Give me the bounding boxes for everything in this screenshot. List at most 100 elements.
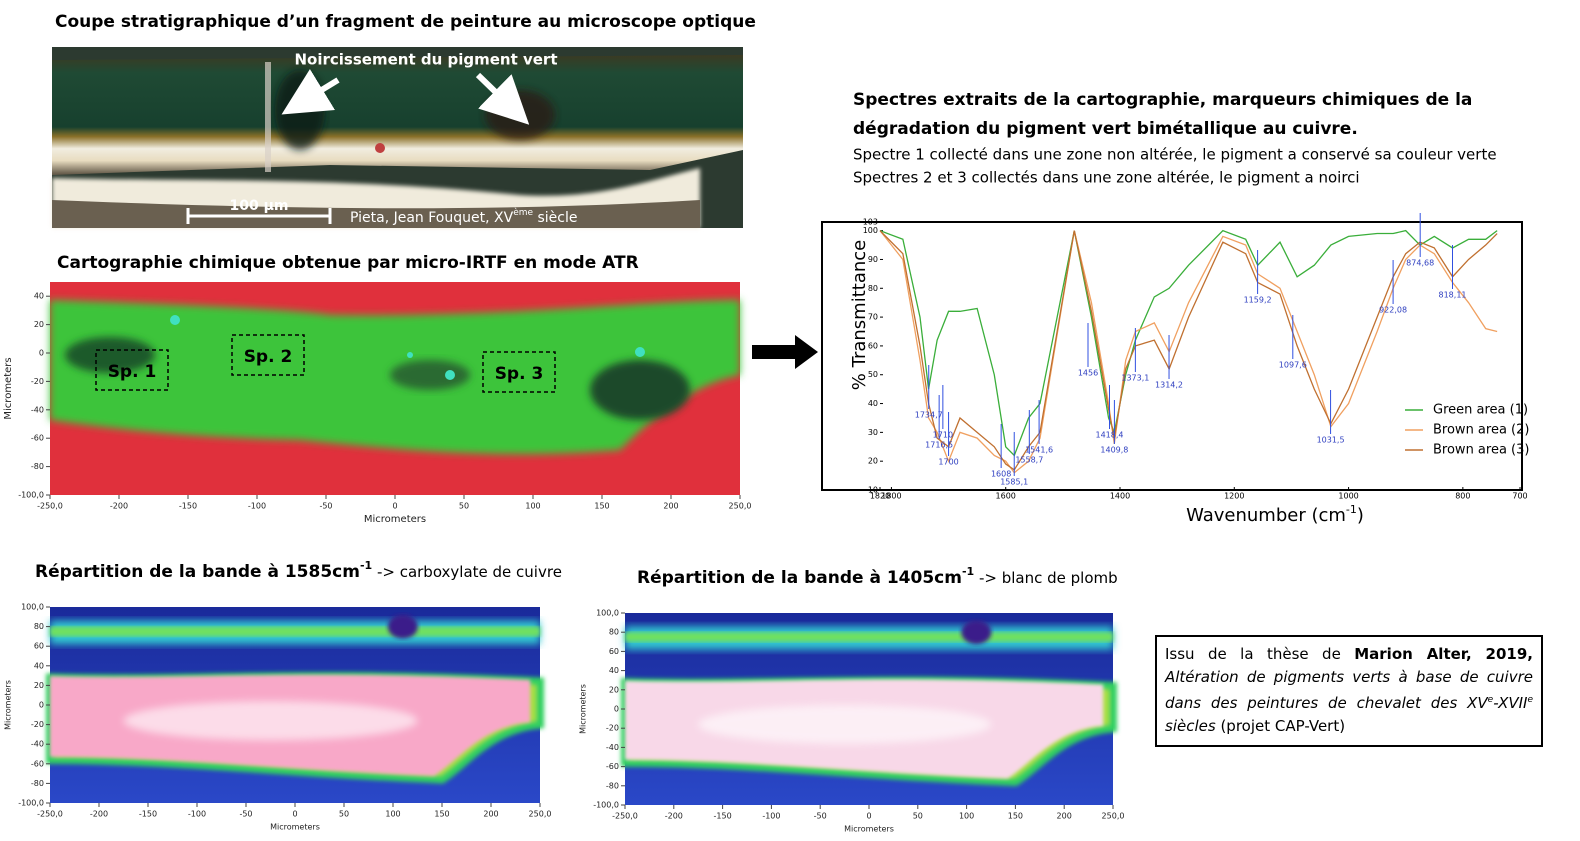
x-label-sup: -1	[1346, 503, 1357, 516]
peak-label: 1585,1	[1000, 478, 1028, 487]
y-axis-label: Micrometers	[579, 684, 588, 734]
peak-label: 1700	[938, 458, 958, 467]
caption-sup: ème	[513, 207, 533, 218]
y-tick-label: 40	[868, 399, 878, 408]
x-tick-label: 100	[525, 502, 540, 511]
x-tick-label: 250,0	[1102, 812, 1125, 821]
x-tick-label: -150	[179, 502, 197, 511]
intro: Issu de la thèse de	[1165, 645, 1355, 663]
peak-label: 1159,2	[1244, 296, 1272, 305]
x-tick-label: 100	[959, 812, 974, 821]
x-tick-label: -100	[188, 810, 206, 819]
title-sup: -1	[360, 559, 372, 572]
zone-label: Sp. 3	[495, 364, 544, 384]
peak-label: 1097,6	[1279, 361, 1307, 370]
x-tick-label: 1820	[870, 492, 890, 501]
y-tick-label: -80	[606, 781, 619, 790]
x-axis-label: Wavenumber (cm-1)	[1186, 503, 1364, 526]
y-tick-label: -60	[606, 762, 619, 771]
y-tick-label: -40	[31, 405, 44, 414]
arrow	[752, 335, 818, 369]
x-tick-label: 50	[913, 812, 923, 821]
y-tick-label: -20	[31, 377, 44, 386]
x-tick-label: -50	[239, 810, 252, 819]
x-tick-label: 200	[663, 502, 678, 511]
caption-end: siècle	[533, 210, 577, 226]
legend-label: Brown area (3)	[1433, 443, 1529, 458]
x-tick-label: -50	[814, 812, 827, 821]
note: Spectres 2 et 3 collectés dans une zone …	[853, 169, 1360, 187]
zone-box	[231, 334, 305, 376]
peak-label: 1541,6	[1025, 446, 1053, 455]
x-tick-label: 50	[459, 502, 469, 511]
citation: Issu de la thèse de Marion Alter, 2019, …	[1155, 635, 1543, 747]
y-tick-label: 20	[609, 685, 619, 694]
chart-frame	[821, 221, 1523, 491]
peak-label: 1710	[933, 431, 953, 440]
y-tick-label: 0	[39, 701, 44, 710]
peak-label: 922,08	[1379, 306, 1407, 315]
peak-label: 1558,7	[1015, 456, 1043, 465]
y-tick-label: 70	[868, 313, 878, 322]
zone-box	[95, 349, 169, 391]
y-axis-label: Micrometers	[4, 680, 13, 730]
y-tick-label: 40	[34, 292, 44, 301]
y-tick-label: 60	[609, 647, 619, 656]
x-tick-label: -100	[762, 812, 780, 821]
y-tick-label: 100	[863, 226, 878, 235]
y-tick-label: 0	[614, 705, 619, 714]
y-tick-label: 20	[868, 457, 878, 466]
x-tick-label: 1200	[1224, 492, 1244, 501]
x-tick-label: 800	[1455, 492, 1470, 501]
map-core-light	[123, 701, 418, 741]
work: -XVII	[1493, 694, 1528, 712]
y-tick-label: 10	[868, 486, 878, 495]
y-tick-label: 20	[34, 681, 44, 690]
peak-label: 1716,5	[925, 441, 953, 450]
x-tick-label: -200	[90, 810, 108, 819]
map-spot	[387, 614, 418, 639]
x-tick-label: 150	[594, 502, 609, 511]
x-tick-label: 200	[1057, 812, 1072, 821]
x-tick-label: 250,0	[529, 810, 552, 819]
spectrum-line	[879, 230, 1498, 474]
title-end: -> carboxylate de cuivre	[372, 563, 562, 581]
x-tick-label: 200	[483, 810, 498, 819]
title: Répartition de la bande à 1585cm	[35, 562, 360, 582]
work: Altération de pigments verts à base de c…	[1165, 668, 1533, 712]
y-tick-label: -60	[31, 759, 44, 768]
y-tick-label: 50	[868, 370, 878, 379]
y-tick-label: 100,0	[596, 609, 619, 618]
y-tick-label: 40	[34, 661, 44, 670]
x-tick-label: -250,0	[612, 812, 638, 821]
map-top-band	[50, 626, 540, 637]
title-sup: -1	[962, 565, 974, 578]
peak-label: 1608	[991, 470, 1011, 479]
y-tick-label: 30	[868, 428, 878, 437]
section-title: Coupe stratigraphique d’un fragment de p…	[55, 12, 756, 32]
y-tick-label: -100,0	[593, 801, 619, 810]
y-tick-label: -20	[31, 720, 44, 729]
y-tick-label: -80	[31, 462, 44, 471]
x-tick-label: -150	[714, 812, 732, 821]
work: siècles	[1165, 717, 1216, 735]
end: (projet CAP-Vert)	[1215, 717, 1346, 735]
x-tick-label: 150	[1008, 812, 1023, 821]
zone-label: Sp. 1	[108, 362, 157, 382]
peak-label: 818,11	[1439, 291, 1467, 300]
caption-text: Pieta, Jean Fouquet, XV	[350, 210, 514, 226]
y-tick-label: -100,0	[18, 799, 44, 808]
x-tick-label: 700	[1512, 492, 1527, 501]
x-tick-label: 1000	[1338, 492, 1358, 501]
y-tick-label: -60	[31, 434, 44, 443]
section-title: Spectres extraits de la cartographie, ma…	[853, 90, 1472, 110]
x-tick-label: 1600	[996, 492, 1016, 501]
peak-label: 1418,4	[1095, 431, 1123, 440]
y-tick-label: -40	[31, 740, 44, 749]
scale-bar-label: 100 µm	[230, 198, 289, 214]
spectrum-line	[879, 230, 1498, 471]
y-tick-label: 0	[39, 349, 44, 358]
